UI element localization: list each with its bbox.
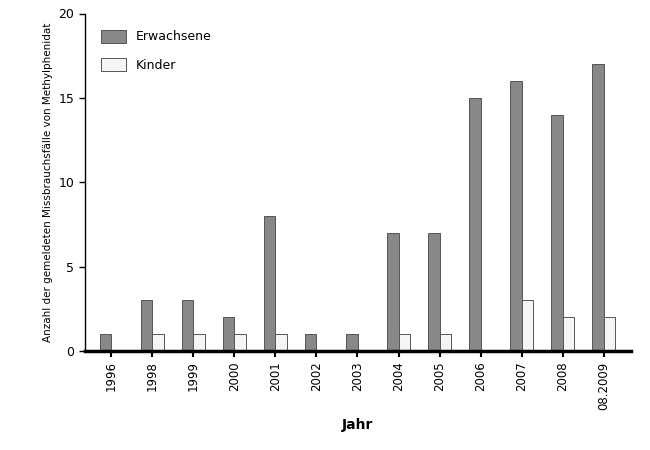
Y-axis label: Anzahl der gemeldeten Missbrauchsfälle von Methylphenidat: Anzahl der gemeldeten Missbrauchsfälle v… [43, 22, 53, 342]
Bar [592, 64, 604, 351]
Bar [510, 81, 522, 351]
Bar [235, 334, 246, 351]
Bar [223, 317, 235, 351]
Bar [563, 317, 574, 351]
Bar [264, 216, 276, 351]
Bar [141, 301, 152, 351]
Bar [439, 334, 451, 351]
Bar [152, 334, 164, 351]
Bar [469, 98, 480, 351]
Bar [346, 334, 358, 351]
Bar [305, 334, 317, 351]
Bar [551, 115, 563, 351]
Bar [387, 233, 398, 351]
Bar [428, 233, 439, 351]
Bar [398, 334, 410, 351]
Bar [604, 317, 616, 351]
Legend: Erwachsene, Kinder: Erwachsene, Kinder [91, 20, 222, 82]
X-axis label: Jahr: Jahr [342, 418, 373, 432]
Bar [182, 301, 193, 351]
Bar [276, 334, 287, 351]
Bar [99, 334, 111, 351]
Bar [522, 301, 533, 351]
Bar [193, 334, 205, 351]
